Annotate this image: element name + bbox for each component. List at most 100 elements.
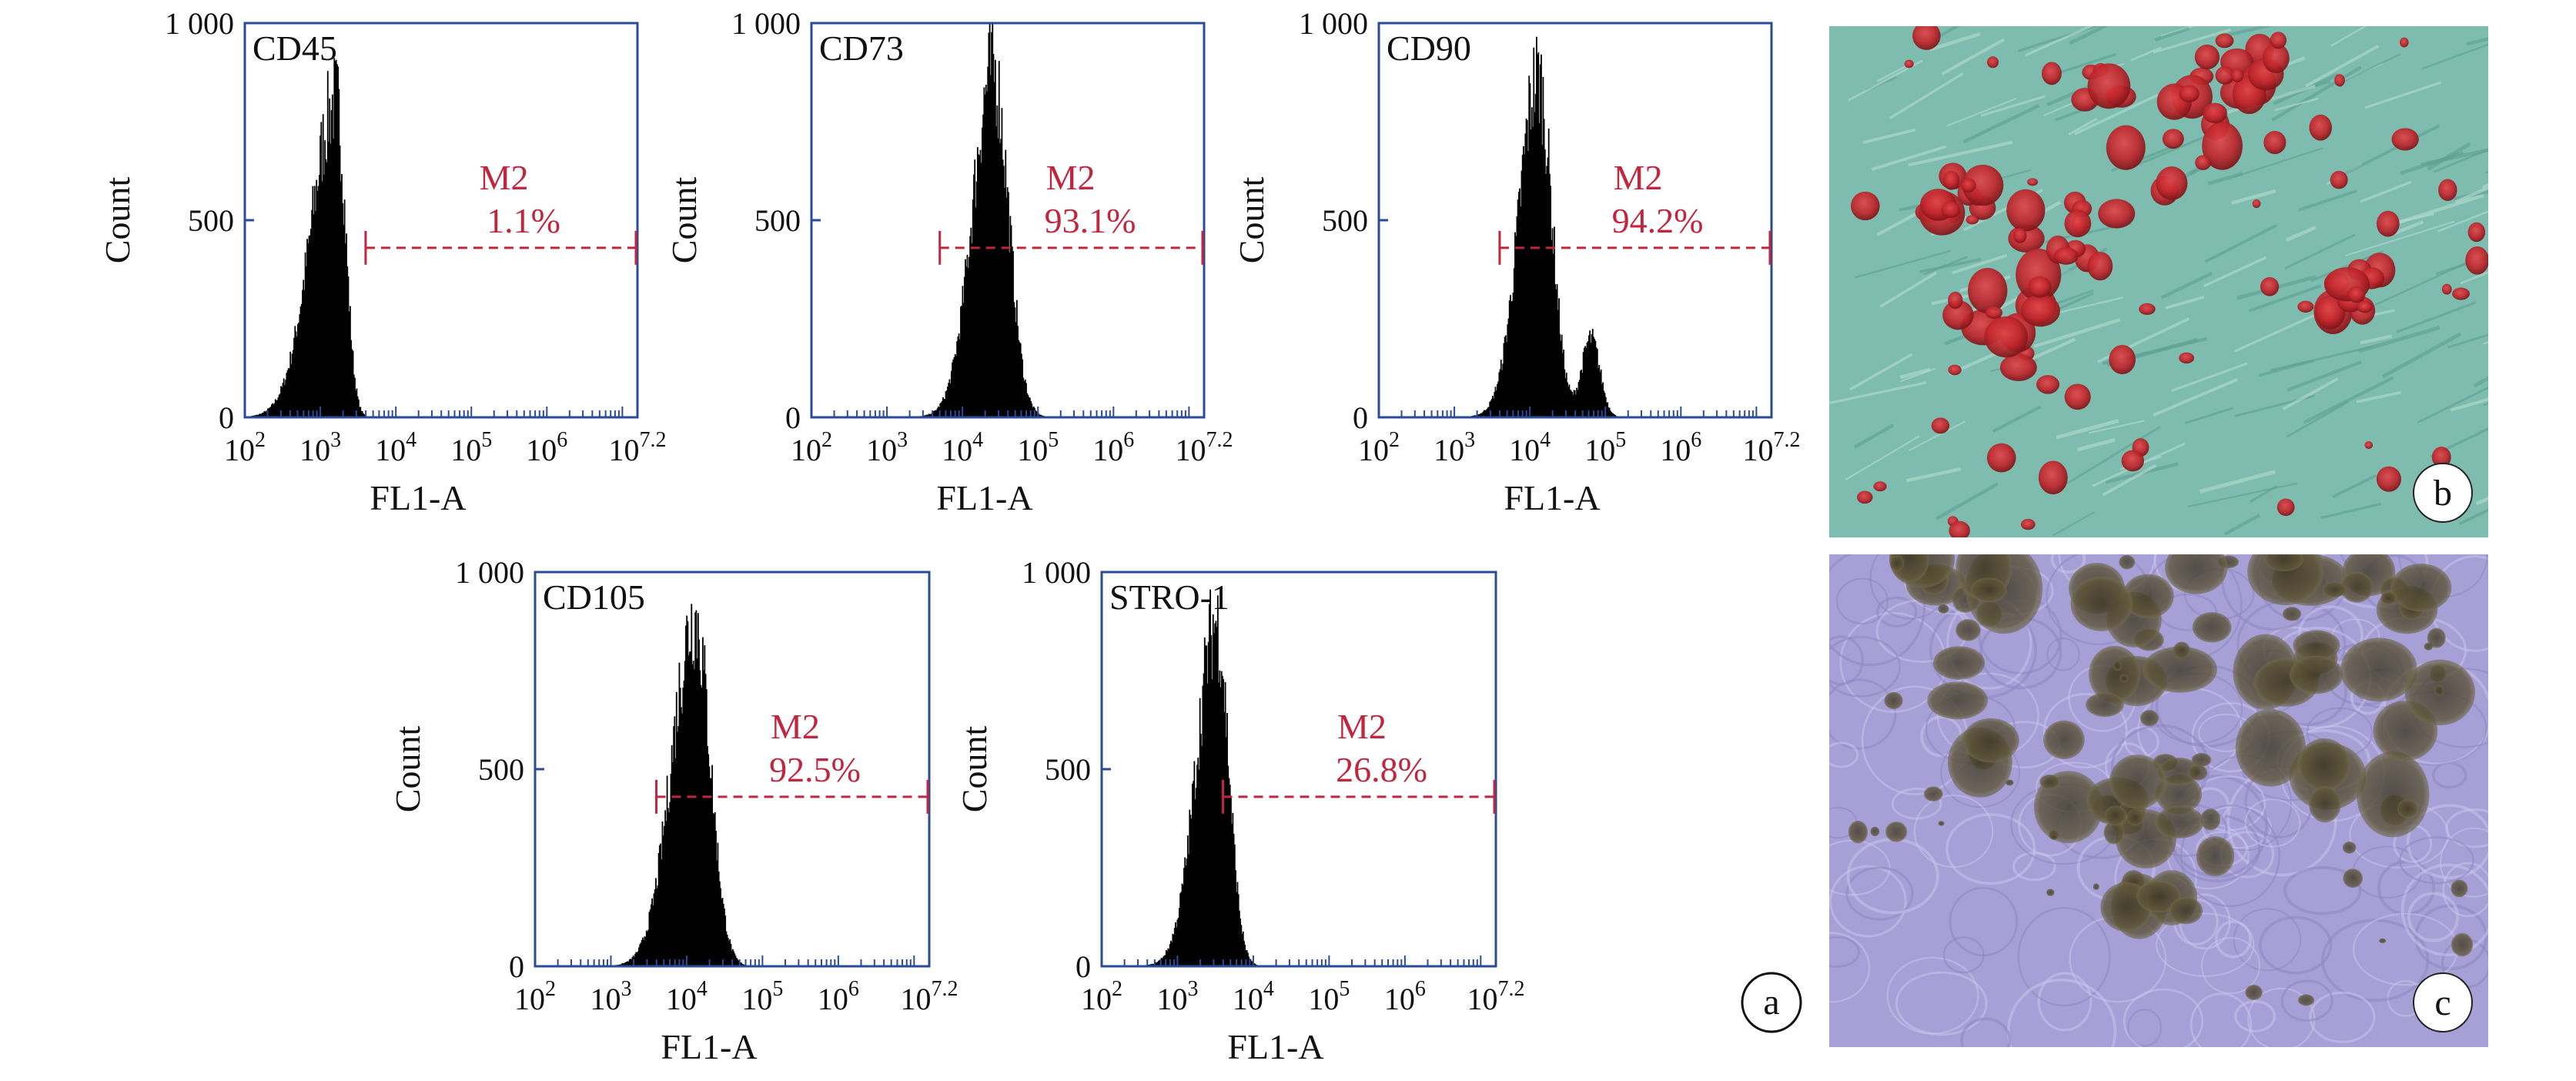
histogram-bar — [691, 664, 694, 966]
histogram-bar — [268, 408, 270, 417]
x-axis-title: FL1-A — [1227, 1027, 1323, 1066]
fibroblast-streak — [2029, 337, 2076, 361]
histogram-bar — [360, 410, 363, 417]
histogram-bar — [1537, 54, 1539, 418]
gate-m2: M2 26.8% — [1222, 707, 1496, 814]
histogram-bar — [952, 359, 955, 417]
histogram-bar — [631, 956, 634, 966]
dark-deposit — [1932, 646, 1986, 680]
cell-outline — [2042, 692, 2128, 769]
histogram-bar — [1185, 865, 1187, 966]
fibroblast-streak — [2226, 26, 2274, 37]
histogram-bar — [948, 379, 951, 417]
histogram-bar — [343, 224, 345, 417]
red-stained-cell — [2041, 62, 2062, 85]
fibroblast-streak — [2231, 189, 2277, 205]
histogram-bar — [1611, 412, 1612, 417]
histogram-bar — [1601, 384, 1603, 417]
histogram-bar — [1159, 959, 1161, 966]
red-stained-cell — [1999, 353, 2037, 381]
histogram-bar — [1543, 119, 1545, 417]
histogram-bar — [272, 403, 274, 417]
red-stained-cell — [1985, 306, 2003, 320]
y-tick-label: 0 — [509, 949, 524, 984]
histogram-bar — [1485, 410, 1487, 417]
red-stained-cell — [1942, 300, 1974, 330]
red-stained-cell — [2195, 155, 2211, 171]
fibroblast-streak — [2336, 124, 2441, 180]
x-tick-label: 107.2 — [1176, 428, 1233, 467]
red-stained-cell — [2038, 460, 2068, 495]
red-stained-cell — [1851, 191, 1880, 221]
histogram-panel-cd105: 0 500 1 000 102 103 104 105 106 107.2 FL1-A Count C… — [388, 555, 958, 1066]
dark-deposit — [2282, 607, 2302, 621]
histogram-bar — [625, 962, 627, 966]
histogram-bar — [1239, 918, 1242, 966]
dark-deposit — [1923, 786, 1943, 802]
histogram-bar — [700, 684, 702, 966]
histogram-bar — [1175, 922, 1176, 966]
histogram-bar — [1484, 410, 1485, 417]
plot-frame — [534, 571, 931, 968]
dark-deposit — [2380, 591, 2397, 605]
histogram-bar — [309, 235, 311, 417]
histogram-bar — [1203, 673, 1205, 966]
histogram-bar — [1182, 885, 1184, 966]
histogram-bar — [1173, 934, 1175, 966]
histogram-bar — [318, 175, 320, 417]
histogram-bar — [1577, 382, 1580, 417]
fibroblast-streak — [1849, 353, 1913, 391]
histogram-bars — [1454, 36, 1621, 418]
fibroblast-streak — [2447, 333, 2488, 349]
histogram-bar — [1160, 958, 1163, 966]
histogram-bar — [935, 410, 938, 417]
histogram-bar — [1002, 159, 1004, 418]
histogram-bar — [1564, 378, 1567, 417]
histogram-bar — [621, 963, 623, 966]
dark-deposit — [2103, 821, 2124, 845]
histogram-bar — [326, 71, 329, 417]
histogram-bar — [1012, 251, 1014, 417]
dark-deposit — [2297, 738, 2351, 792]
red-stained-cell — [2053, 247, 2079, 265]
x-tick-label: 104 — [942, 428, 983, 467]
histogram-bar — [657, 885, 659, 966]
histogram-bar — [313, 214, 315, 417]
dark-deposit — [1870, 826, 1880, 837]
histogram-panel-stro-1: 0 500 1 000 102 103 104 105 106 107.2 FL1-A Count S… — [955, 555, 1525, 1066]
y-tick-label: 1 000 — [455, 555, 524, 590]
red-stained-cell — [1948, 291, 1963, 310]
histogram-bar — [1614, 414, 1616, 417]
histogram-bar — [673, 726, 675, 966]
histogram-bar — [329, 98, 331, 417]
histogram-bar — [721, 899, 723, 966]
dark-deposit — [2089, 645, 2141, 703]
red-stained-cell — [1962, 165, 2004, 206]
y-axis-title: Count — [1232, 177, 1271, 264]
cell-outline — [2258, 915, 2333, 975]
histogram-bar — [1572, 394, 1574, 417]
histogram-bar — [1195, 788, 1197, 966]
histogram-bar — [969, 256, 970, 417]
histogram-bar — [695, 610, 698, 966]
histogram-bar — [995, 126, 998, 417]
histogram-bar — [1490, 400, 1492, 417]
fibroblast-streak — [1879, 271, 1938, 308]
x-minor-ticks — [1101, 955, 1482, 966]
gate-m2: M2 92.5% — [655, 707, 929, 814]
histogram-bar — [1567, 387, 1570, 417]
histogram-bar — [1494, 387, 1497, 417]
x-tick-label: 106 — [818, 977, 859, 1016]
histogram-bar — [724, 915, 727, 966]
histogram-bar — [722, 903, 724, 966]
fibroblast-streak — [2484, 170, 2488, 174]
histogram-bar — [325, 159, 327, 417]
histogram-bar — [1023, 380, 1025, 417]
fibroblast-streak — [2343, 53, 2401, 82]
histogram-bar — [1169, 944, 1171, 966]
histogram-bar — [635, 952, 637, 966]
histogram-bar — [1534, 112, 1536, 417]
x-tick-label: 105 — [450, 428, 492, 467]
histogram-bar — [303, 279, 305, 417]
histogram-bar — [679, 688, 681, 966]
